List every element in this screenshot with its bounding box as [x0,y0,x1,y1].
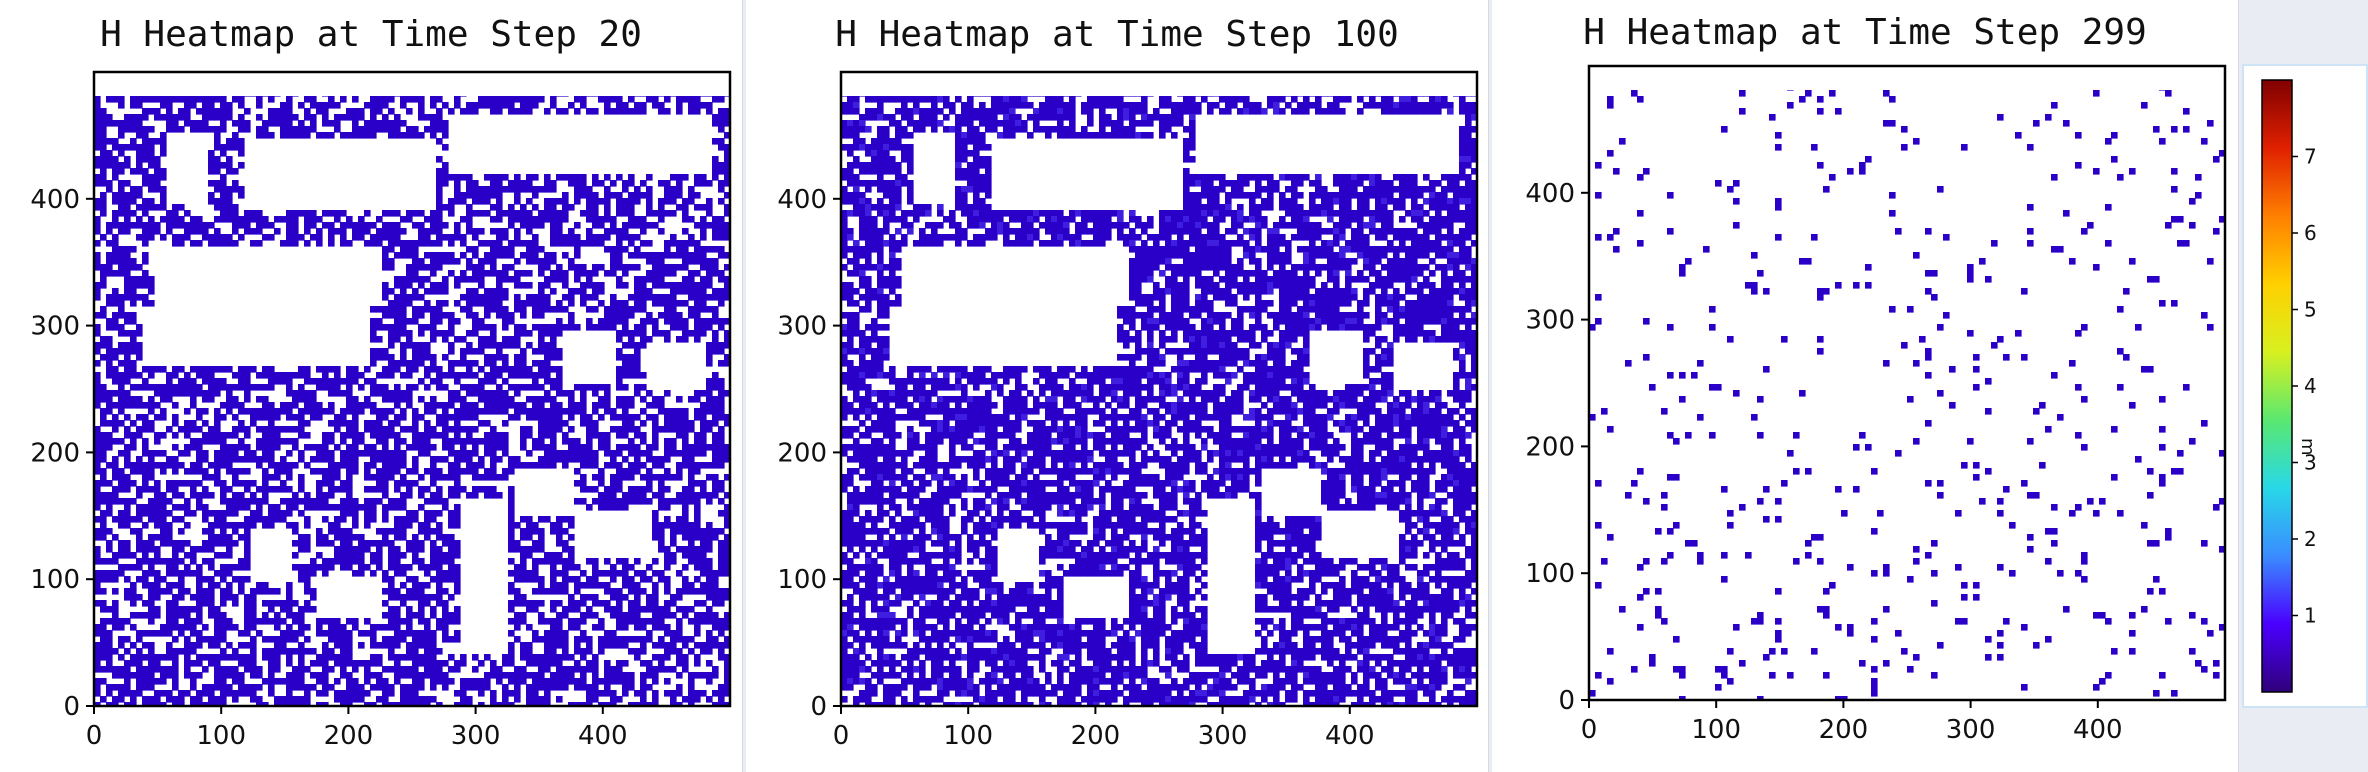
x-tick-label: 0 [86,721,103,751]
x-tick-label: 300 [1198,721,1248,751]
colorbar-tick-label: 6 [2304,221,2317,245]
plot-frame [92,70,732,708]
heatmap-plot-2: 0 100 200 300 400 0 100 200 300 400 [777,70,1479,751]
x-tick-label: 100 [196,721,246,751]
heatmap-panel-1: H Heatmap at Time Step 20 0 100 200 300 400 0… [0,0,743,772]
x-tick-label: 0 [833,721,850,751]
y-tick-label: 100 [30,565,80,595]
colorbar-tick-label: 1 [2304,604,2317,628]
colorbar-gradient [2261,79,2293,693]
y-tick-label: 0 [810,692,827,722]
heatmap-cells [94,96,730,706]
heatmap-cells [841,96,1477,706]
chart-title-2: H Heatmap at Time Step 100 [835,14,1399,55]
y-tick-label: 200 [777,438,827,468]
y-tick-label: 300 [30,312,80,342]
y-tick-label: 300 [1525,306,1575,336]
y-tick-label: 100 [1525,559,1575,589]
chart-title-3: H Heatmap at Time Step 299 [1583,12,2147,53]
y-tick-label: 0 [1558,686,1575,716]
y-tick-label: 0 [63,692,80,722]
x-tick-label: 0 [1581,715,1598,745]
colorbar-tick-label: 5 [2304,298,2317,322]
x-tick-label: 400 [2073,715,2123,745]
colorbar-tick-label: 2 [2304,527,2317,551]
colorbar-tick-label: 3 [2304,451,2317,475]
heatmap-plot-1: 0 100 200 300 400 0 100 200 300 400 [30,70,732,751]
x-tick-label: 200 [1819,715,1869,745]
x-tick-label: 300 [1946,715,1996,745]
heatmap-cells [1589,90,2225,700]
y-tick-label: 400 [1525,179,1575,209]
heatmap-panel-2: H Heatmap at Time Step 100 0 100 200 300 400… [746,0,1489,772]
x-tick-label: 300 [451,721,501,751]
y-tick-label: 200 [30,438,80,468]
x-tick-label: 400 [1325,721,1375,751]
x-tick-label: 200 [1071,721,1121,751]
y-tick-label: 300 [777,312,827,342]
heatmap-panel-3: H Heatmap at Time Step 299 0 100 200 300 400… [1492,0,2239,772]
plot-frame [1587,64,2227,702]
y-tick-label: 400 [777,185,827,215]
y-tick-label: 400 [30,185,80,215]
colorbar: 1 2 3 4 5 6 7 [2261,79,2317,693]
colorbar-tick-label: 4 [2304,374,2317,398]
colorbar-panel: 1 2 3 4 5 6 7 m [2242,64,2368,708]
heatmap-plot-3: 0 100 200 300 400 0 100 200 300 400 [1525,64,2227,745]
y-tick-label: 200 [1525,432,1575,462]
colorbar-label: m [2297,438,2318,456]
plot-frame [839,70,1479,708]
chart-title-1: H Heatmap at Time Step 20 [100,14,642,55]
x-tick-label: 400 [578,721,628,751]
colorbar-tick-label: 7 [2304,145,2317,169]
x-tick-label: 200 [324,721,374,751]
x-tick-label: 100 [1691,715,1741,745]
y-tick-label: 100 [777,565,827,595]
x-tick-label: 100 [943,721,993,751]
